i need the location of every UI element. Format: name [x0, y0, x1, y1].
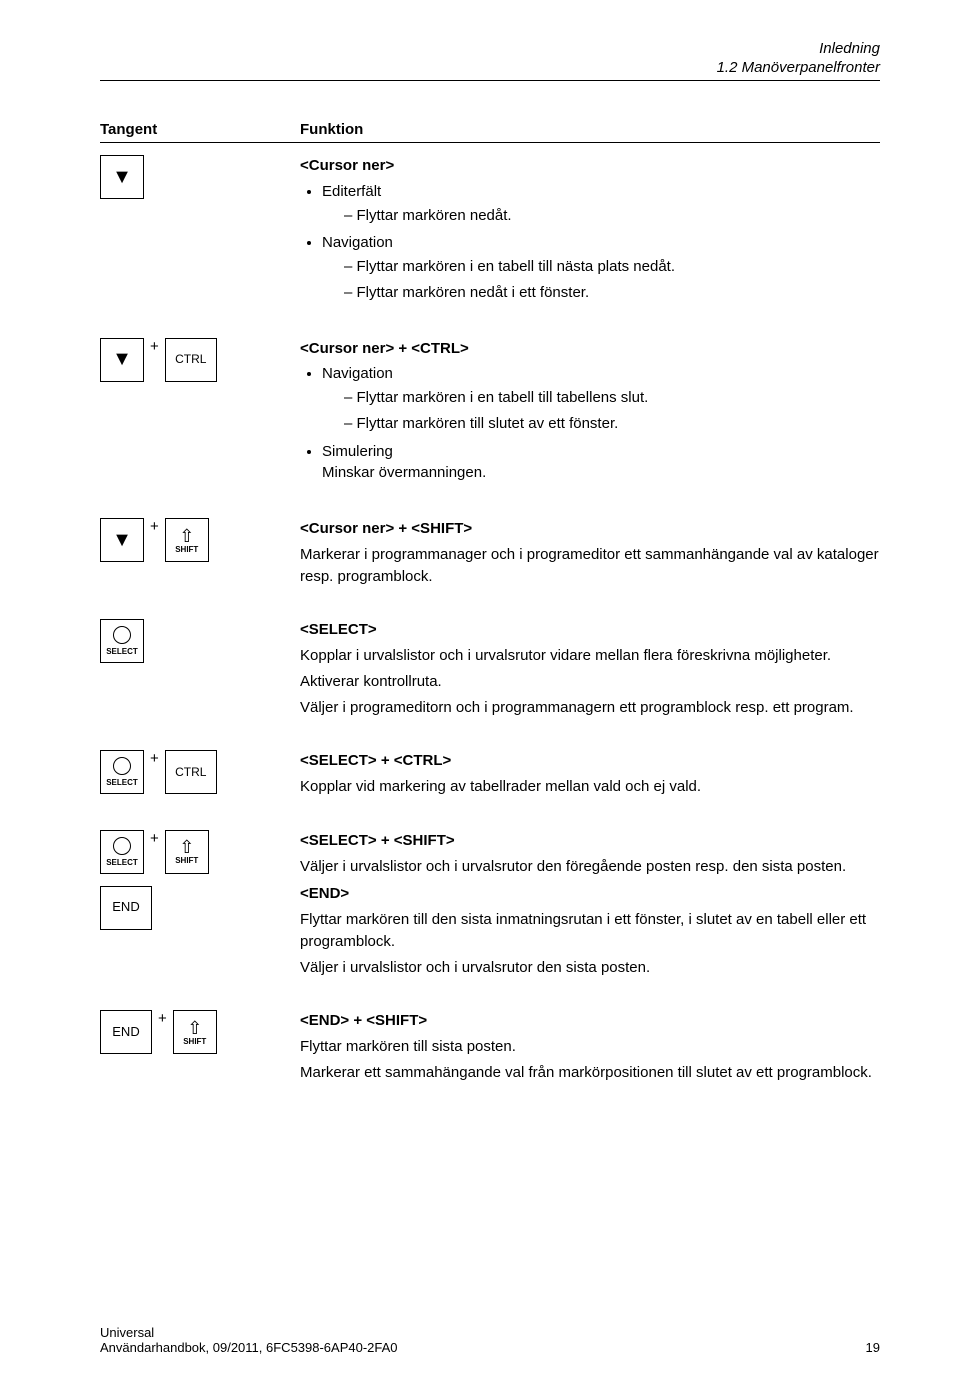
page-header-title: Inledning: [100, 40, 880, 57]
paragraph: Aktiverar kontrollruta.: [300, 671, 880, 693]
paragraph: Flyttar markören till den sista inmatnin…: [300, 909, 880, 953]
table-row: END + ⇧SHIFT <END> + <SHIFT> Flyttar marköre…: [100, 1010, 880, 1087]
key-cell: SELECT + CTRL: [100, 750, 300, 802]
footer-series: Universal: [100, 1325, 880, 1340]
document-page: Inledning 1.2 Manöverpanelfronter Tangen…: [0, 0, 960, 1385]
function-title: <Cursor ner> + <CTRL>: [300, 338, 880, 360]
cursor-down-key-icon: ▼: [100, 155, 144, 199]
ctrl-key-icon: CTRL: [165, 750, 217, 794]
function-title: <Cursor ner>: [300, 155, 880, 177]
bullet-list: NavigationFlyttar markören i en tabell t…: [300, 363, 880, 484]
table-header-row: Tangent Funktion: [100, 121, 880, 143]
cursor-down-key-icon: ▼: [100, 518, 144, 562]
select-key-icon: SELECT: [100, 619, 144, 663]
column-header-funktion: Funktion: [300, 121, 363, 138]
key-cell: ▼ + ⇧SHIFT: [100, 518, 300, 591]
list-item: NavigationFlyttar markören i en tabell t…: [322, 363, 880, 434]
function-cell: <SELECT> + <SHIFT> Väljer i urvalslistor …: [300, 830, 880, 983]
shift-key-icon: ⇧SHIFT: [165, 830, 209, 874]
function-cell: <SELECT> Kopplar i urvalslistor och i urv…: [300, 619, 880, 722]
bullet-after-text: Minskar övermanningen.: [322, 462, 880, 484]
paragraph: Markerar ett sammahängande val från mark…: [300, 1062, 880, 1084]
footer-docinfo: Användarhandbok, 09/2011, 6FC5398-6AP40-…: [100, 1340, 398, 1355]
function-title: <END> + <SHIFT>: [300, 1010, 880, 1032]
dash-list: Flyttar markören i en tabell till nästa …: [322, 256, 880, 304]
paragraph: Flyttar markören till sista posten.: [300, 1036, 880, 1058]
page-header-subtitle: 1.2 Manöverpanelfronter: [100, 59, 880, 81]
shift-arrow-icon: ⇧: [179, 527, 194, 545]
dash-list: Flyttar markören i en tabell till tabell…: [322, 387, 880, 435]
key-cell: END + ⇧SHIFT: [100, 1010, 300, 1087]
shift-arrow-icon: ⇧: [179, 838, 194, 856]
table-row: SELECT + CTRL <SELECT> + <CTRL> Kopplar vid …: [100, 750, 880, 802]
ctrl-key-icon: CTRL: [165, 338, 217, 382]
list-item: Flyttar markören till slutet av ett föns…: [344, 413, 880, 435]
function-title: <Cursor ner> + <SHIFT>: [300, 518, 880, 540]
table-row: SELECT <SELECT> Kopplar i urvalslistor och…: [100, 619, 880, 722]
paragraph: Väljer i urvalslistor och i urvalsrutor …: [300, 856, 880, 878]
function-title: <SELECT> + <SHIFT>: [300, 830, 880, 852]
end-key-icon: END: [100, 886, 152, 930]
paragraph: Markerar i programmanager och i programe…: [300, 544, 880, 588]
paragraph: Väljer i programeditorn och i programman…: [300, 697, 880, 719]
select-key-icon: SELECT: [100, 750, 144, 794]
list-item: NavigationFlyttar markören i en tabell t…: [322, 232, 880, 303]
column-header-tangent: Tangent: [100, 121, 300, 138]
list-item: Flyttar markören nedåt i ett fönster.: [344, 282, 880, 304]
list-item: SimuleringMinskar övermanningen.: [322, 441, 880, 485]
select-label: SELECT: [106, 857, 138, 869]
list-item: Flyttar markören i en tabell till nästa …: [344, 256, 880, 278]
select-circle-icon: [113, 757, 131, 775]
select-key-icon: SELECT: [100, 830, 144, 874]
list-item: Flyttar markören i en tabell till tabell…: [344, 387, 880, 409]
shift-key-icon: ⇧SHIFT: [173, 1010, 217, 1054]
shift-label: SHIFT: [175, 546, 198, 554]
dash-list: Flyttar markören nedåt.: [322, 205, 880, 227]
key-plus: +: [150, 748, 159, 770]
function-title: <SELECT>: [300, 619, 880, 641]
key-plus: +: [150, 336, 159, 358]
key-plus: +: [158, 1008, 167, 1030]
table-row: ▼ + CTRL <Cursor ner> + <CTRL> NavigationFly…: [100, 338, 880, 491]
page-footer: Universal Användarhandbok, 09/2011, 6FC5…: [100, 1325, 880, 1355]
key-cell: SELECT + ⇧SHIFT END: [100, 830, 300, 983]
table-row: ▼ + ⇧SHIFT <Cursor ner> + <SHIFT> Markerar i…: [100, 518, 880, 591]
select-circle-icon: [113, 626, 131, 644]
paragraph: Väljer i urvalslistor och i urvalsrutor …: [300, 957, 880, 979]
key-cell: ▼: [100, 155, 300, 310]
list-item: EditerfältFlyttar markören nedåt.: [322, 181, 880, 227]
key-plus: +: [150, 516, 159, 538]
function-cell: <END> + <SHIFT> Flyttar markören till sis…: [300, 1010, 880, 1087]
key-cell: SELECT: [100, 619, 300, 722]
select-circle-icon: [113, 837, 131, 855]
end-key-icon: END: [100, 1010, 152, 1054]
select-label: SELECT: [106, 777, 138, 789]
entries-container: ▼ <Cursor ner> EditerfältFlyttar markören …: [100, 155, 880, 1088]
footer-page-number: 19: [866, 1340, 880, 1355]
function-cell: <Cursor ner> + <SHIFT> Markerar i program…: [300, 518, 880, 591]
key-cell: ▼ + CTRL: [100, 338, 300, 491]
function-title: <END>: [300, 883, 880, 905]
function-cell: <Cursor ner> EditerfältFlyttar markören n…: [300, 155, 880, 310]
function-cell: <Cursor ner> + <CTRL> NavigationFlyttar m…: [300, 338, 880, 491]
shift-key-icon: ⇧SHIFT: [165, 518, 209, 562]
key-plus: +: [150, 828, 159, 850]
bullet-list: EditerfältFlyttar markören nedåt. Navigat…: [300, 181, 880, 304]
list-item: Flyttar markören nedåt.: [344, 205, 880, 227]
shift-label: SHIFT: [183, 1038, 206, 1046]
paragraph: Kopplar i urvalslistor och i urvalsrutor…: [300, 645, 880, 667]
function-cell: <SELECT> + <CTRL> Kopplar vid markering a…: [300, 750, 880, 802]
paragraph: Kopplar vid markering av tabellrader mel…: [300, 776, 880, 798]
cursor-down-key-icon: ▼: [100, 338, 144, 382]
table-row: ▼ <Cursor ner> EditerfältFlyttar markören …: [100, 155, 880, 310]
select-label: SELECT: [106, 646, 138, 658]
shift-label: SHIFT: [175, 857, 198, 865]
function-title: <SELECT> + <CTRL>: [300, 750, 880, 772]
shift-arrow-icon: ⇧: [187, 1019, 202, 1037]
table-row: SELECT + ⇧SHIFT END <SELECT> + <SHIFT> Väljer…: [100, 830, 880, 983]
